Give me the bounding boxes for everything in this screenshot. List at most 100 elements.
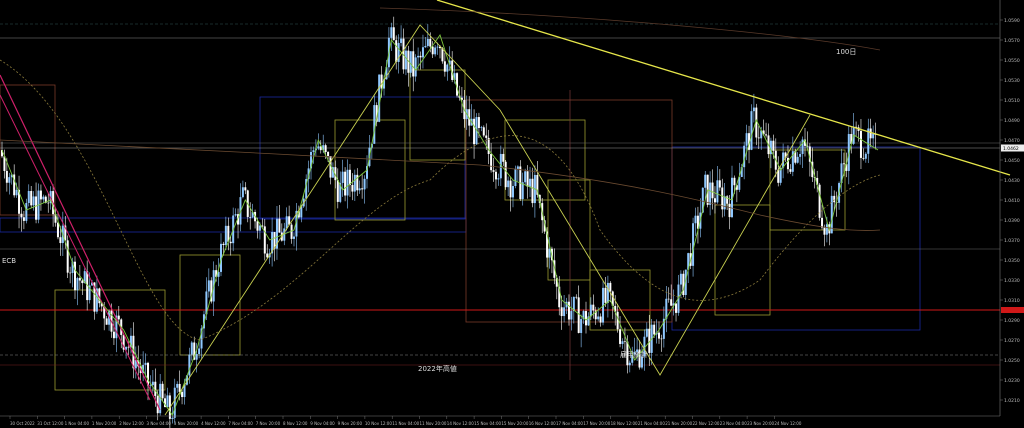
candle-body bbox=[392, 27, 395, 41]
candle-body bbox=[696, 215, 699, 229]
x-tick-label: 17 Nov 20:00 bbox=[583, 421, 610, 426]
candle-body bbox=[261, 225, 264, 227]
candle-body bbox=[662, 318, 665, 339]
candle-body bbox=[762, 130, 765, 135]
candle-body bbox=[8, 177, 11, 183]
candle-body bbox=[127, 346, 130, 348]
candle-body bbox=[779, 167, 782, 183]
candle-body bbox=[366, 166, 368, 179]
candle-body bbox=[419, 55, 422, 58]
candle-body bbox=[244, 187, 247, 191]
ma-label: 100日 bbox=[836, 48, 856, 56]
candle-body bbox=[799, 153, 802, 157]
candle-body bbox=[526, 171, 529, 187]
x-tick-label: 9 Nov 04:00 bbox=[310, 421, 335, 426]
candle-body bbox=[13, 174, 16, 196]
candle-body bbox=[711, 182, 714, 199]
year-level-label: 2022年高値 bbox=[418, 364, 457, 373]
candle-body bbox=[426, 38, 429, 46]
x-tick-label: 23 Nov 20:00 bbox=[747, 421, 774, 426]
candle-body bbox=[553, 260, 556, 278]
candle-body bbox=[210, 280, 213, 302]
candle-body bbox=[801, 139, 804, 154]
candle-body bbox=[229, 241, 232, 244]
candle-body bbox=[594, 310, 597, 320]
candle-body bbox=[687, 253, 690, 270]
candle-body bbox=[563, 307, 566, 317]
candle-body bbox=[597, 316, 600, 320]
candle-body bbox=[30, 191, 33, 206]
candle-body bbox=[329, 156, 332, 178]
candle-body bbox=[760, 130, 763, 139]
candle-body bbox=[499, 153, 502, 179]
candle-body bbox=[185, 375, 188, 385]
range-box bbox=[504, 119, 586, 201]
candle-body bbox=[105, 318, 108, 325]
candle-body bbox=[845, 164, 848, 171]
x-tick-label: 21 Nov 04:00 bbox=[638, 421, 665, 426]
candle-body bbox=[412, 51, 415, 77]
candle-body bbox=[582, 311, 585, 320]
candle-body bbox=[88, 285, 91, 301]
candle-body bbox=[205, 291, 208, 315]
candle-body bbox=[271, 232, 274, 254]
candle-body bbox=[15, 189, 18, 196]
y-tick-label: 1.0270 bbox=[1004, 338, 1020, 344]
candle-body bbox=[339, 182, 342, 202]
candle-body bbox=[453, 73, 456, 80]
x-tick-label: 24 Nov 12:00 bbox=[774, 421, 801, 426]
candle-body bbox=[735, 185, 738, 190]
candle-body bbox=[115, 315, 118, 339]
candle-body bbox=[794, 151, 797, 163]
candle-body bbox=[400, 38, 403, 43]
candle-body bbox=[290, 224, 293, 239]
candle-body bbox=[448, 60, 451, 65]
candle-body bbox=[850, 134, 853, 144]
candle-body bbox=[83, 271, 86, 284]
candle-body bbox=[855, 126, 858, 128]
range-box bbox=[334, 119, 406, 221]
candle-body bbox=[93, 282, 96, 312]
candle-body bbox=[721, 187, 724, 210]
candle-body bbox=[502, 153, 505, 162]
candle-body bbox=[609, 282, 612, 292]
candle-body bbox=[804, 139, 806, 146]
range-box bbox=[54, 289, 166, 391]
candle-body bbox=[718, 180, 721, 188]
candle-body bbox=[42, 196, 45, 200]
x-tick-label: 2 Nov 12:00 bbox=[119, 421, 144, 426]
candle-body bbox=[713, 198, 716, 203]
candle-body bbox=[701, 187, 704, 213]
candle-body bbox=[215, 270, 218, 277]
candle-body bbox=[765, 134, 768, 136]
y-tick-label: 1.0230 bbox=[1004, 378, 1020, 384]
candle-body bbox=[336, 180, 339, 202]
candle-body bbox=[473, 118, 476, 145]
candle-body bbox=[631, 354, 634, 363]
candle-body bbox=[504, 161, 507, 188]
range-box bbox=[0, 84, 56, 216]
candle-body bbox=[300, 206, 303, 218]
x-tick-label: 17 Nov 04:00 bbox=[556, 421, 583, 426]
x-tick-label: 11 Nov 20:00 bbox=[420, 421, 447, 426]
candle-body bbox=[864, 153, 867, 159]
candle-body bbox=[59, 237, 62, 244]
candle-body bbox=[431, 46, 434, 55]
candle-body bbox=[44, 196, 47, 203]
price-axis[interactable]: 1.0590 1.0570 1.0550 1.0530 1.0510 1.0490 1.04… bbox=[999, 0, 1024, 416]
candle-body bbox=[723, 196, 726, 210]
time-axis[interactable]: 30 Oct 2022 31 Oct 12:00 1 Nov 04:00 1 Nov … bbox=[0, 415, 1000, 426]
candle-body bbox=[20, 213, 23, 218]
candle-body bbox=[636, 349, 639, 352]
x-tick-label: 23 Nov 04:00 bbox=[720, 421, 747, 426]
y-tick-label: 1.0510 bbox=[1004, 98, 1020, 104]
candle-body bbox=[585, 311, 587, 326]
candle-body bbox=[71, 261, 74, 273]
candle-body bbox=[626, 341, 629, 366]
candle-body bbox=[395, 40, 398, 62]
candle-body bbox=[672, 303, 675, 306]
candle-body bbox=[811, 161, 814, 178]
candle-body bbox=[823, 227, 826, 235]
candle-body bbox=[64, 225, 67, 241]
